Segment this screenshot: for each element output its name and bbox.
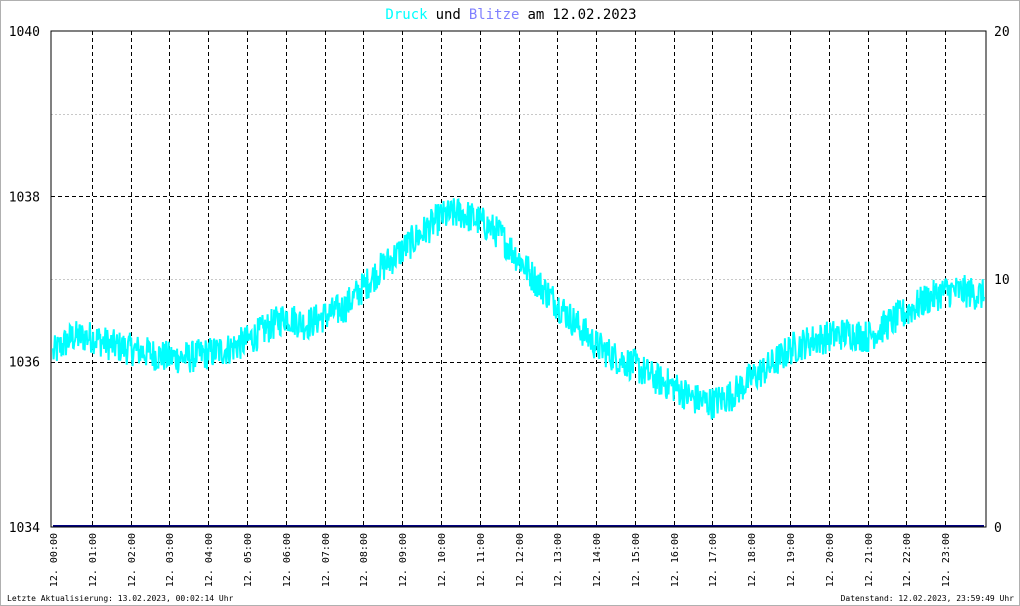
title-date: 12.02.2023	[552, 7, 636, 23]
x-tick-label: 12. 01:00	[88, 533, 99, 587]
x-tick-label: 12. 22:00	[902, 533, 913, 587]
y-tick-label-left: 1034	[9, 521, 40, 536]
x-tick-label: 12. 05:00	[243, 533, 254, 587]
x-tick-label: 12. 18:00	[747, 533, 758, 587]
x-tick-label: 12. 09:00	[398, 533, 409, 587]
y-axis-right: 0 10 20	[994, 25, 1010, 536]
x-tick-label: 12. 10:00	[437, 533, 448, 587]
plot-area-border	[50, 30, 987, 528]
x-tick-label: 12. 14:00	[592, 533, 603, 587]
y-tick-label-right: 20	[994, 25, 1010, 40]
title-druck: Druck	[385, 7, 428, 23]
footer-data-status: Datenstand: 12.02.2023, 23:59:49 Uhr	[840, 594, 1014, 603]
x-tick-label: 12. 13:00	[553, 533, 564, 587]
grid	[51, 31, 986, 527]
x-tick-label: 12. 04:00	[204, 533, 215, 587]
x-tick-label: 12. 12:00	[515, 533, 526, 587]
x-tick-label: 12. 15:00	[631, 533, 642, 587]
y-axis-left: 1034 1036 1038 1040	[9, 25, 40, 536]
x-tick-label: 12. 19:00	[786, 533, 797, 587]
x-tick-label: 12. 11:00	[476, 533, 487, 587]
title-und: und	[436, 7, 461, 23]
y-tick-label-left: 1038	[9, 190, 40, 205]
x-tick-label: 12. 17:00	[708, 533, 719, 587]
x-tick-label: 12. 23:00	[941, 533, 952, 587]
title-blitze: Blitze	[469, 7, 520, 23]
title-am: am	[527, 7, 544, 23]
y-tick-label-right: 10	[994, 273, 1010, 288]
footer-last-update: Letzte Aktualisierung: 13.02.2023, 00:02…	[7, 594, 234, 603]
y-tick-label-left: 1040	[9, 25, 40, 40]
y-tick-label-left: 1036	[9, 356, 40, 371]
x-tick-label: 12. 07:00	[321, 533, 332, 587]
x-tick-label: 12. 02:00	[127, 533, 138, 587]
y-tick-label-right: 0	[994, 521, 1002, 536]
series-group	[52, 198, 985, 527]
x-tick-label: 12. 00:00	[49, 533, 60, 587]
series-druck-line	[52, 198, 985, 420]
chart-title: Druck und Blitze am 12.02.2023	[385, 7, 636, 23]
x-tick-label: 12. 16:00	[670, 533, 681, 587]
x-tick-label: 12. 03:00	[165, 533, 176, 587]
x-tick-label: 12. 06:00	[282, 533, 293, 587]
x-tick-label: 12. 08:00	[359, 533, 370, 587]
x-axis: 12. 00:00 12. 01:00 12. 02:00 12. 03:00 12. …	[49, 533, 952, 587]
x-tick-label: 12. 20:00	[825, 533, 836, 587]
x-tick-label: 12. 21:00	[864, 533, 875, 587]
